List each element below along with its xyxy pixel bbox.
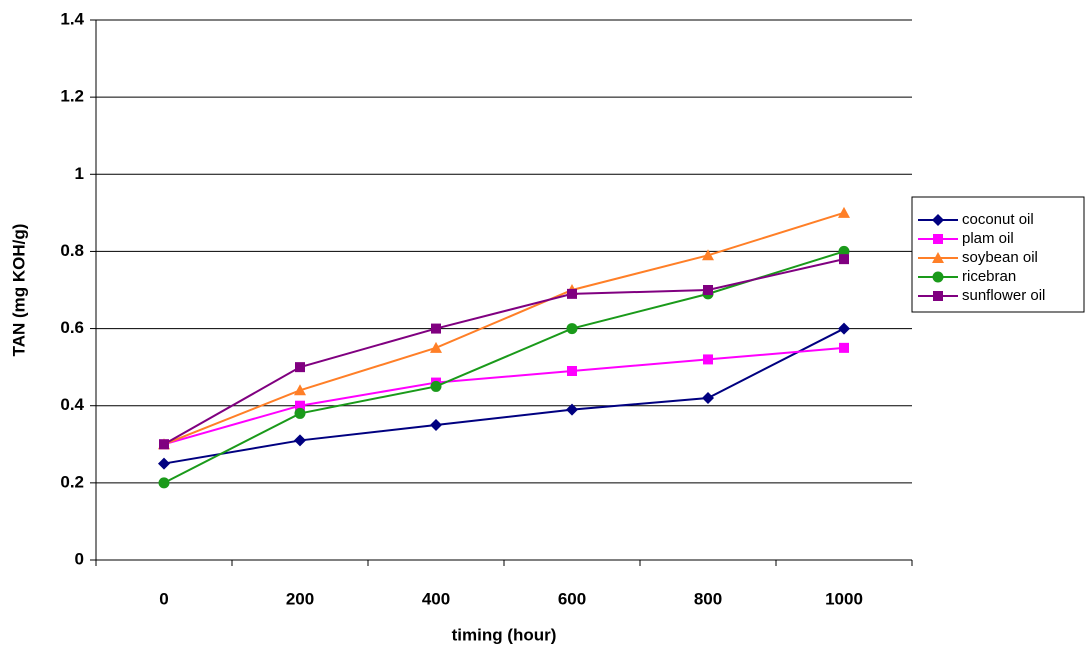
data-point [430, 341, 442, 353]
x-tick-label: 400 [422, 589, 450, 608]
data-point [566, 323, 578, 335]
y-tick-label: 1.4 [60, 9, 84, 28]
series-line [163, 250, 845, 484]
data-point [158, 477, 170, 489]
legend-label: coconut oil [962, 211, 1034, 228]
data-point [567, 366, 577, 376]
data-point [567, 288, 577, 299]
y-tick-label: 0 [75, 549, 84, 568]
legend-label: sunflower oil [962, 287, 1045, 304]
data-point [294, 407, 306, 419]
series-line [163, 327, 845, 465]
y-axis-title: TAN (mg KOH/g) [9, 224, 28, 357]
data-point [430, 419, 442, 431]
data-point [294, 434, 306, 447]
data-point [839, 342, 849, 353]
data-point [838, 206, 850, 218]
legend-marker [933, 291, 943, 301]
data-point [703, 285, 713, 295]
data-point [838, 322, 850, 335]
series-line [163, 258, 845, 446]
y-tick-label: 0.2 [60, 472, 84, 491]
legend-marker [932, 252, 944, 263]
legend-label: soybean oil [962, 249, 1038, 266]
data-point [294, 384, 306, 396]
data-point [159, 439, 169, 450]
x-tick-label: 800 [694, 589, 722, 608]
data-point [702, 392, 714, 404]
legend-marker [932, 214, 944, 226]
data-point [430, 380, 442, 392]
legend-marker [932, 271, 944, 283]
x-tick-label: 1000 [825, 589, 863, 608]
y-tick-label: 1 [75, 164, 84, 183]
x-tick-label: 600 [558, 589, 586, 608]
data-point [158, 457, 170, 470]
legend-label: ricebran [962, 268, 1016, 285]
series-line [163, 211, 845, 446]
legend-label: plam oil [962, 230, 1014, 247]
x-tick-label: 200 [286, 589, 314, 608]
x-axis-title: timing (hour) [452, 625, 557, 644]
y-tick-label: 1.2 [60, 87, 84, 106]
data-point [702, 249, 714, 261]
y-tick-label: 0.6 [60, 318, 84, 337]
data-point [431, 323, 441, 334]
data-point [839, 254, 849, 265]
data-point [703, 354, 713, 365]
x-tick-label: 0 [159, 589, 168, 608]
data-point [295, 400, 305, 411]
legend-marker [933, 234, 943, 244]
y-tick-label: 0.4 [60, 395, 84, 414]
y-tick-label: 0.8 [60, 241, 84, 260]
data-point [566, 403, 578, 416]
data-point [295, 362, 305, 373]
series-line [163, 346, 845, 446]
